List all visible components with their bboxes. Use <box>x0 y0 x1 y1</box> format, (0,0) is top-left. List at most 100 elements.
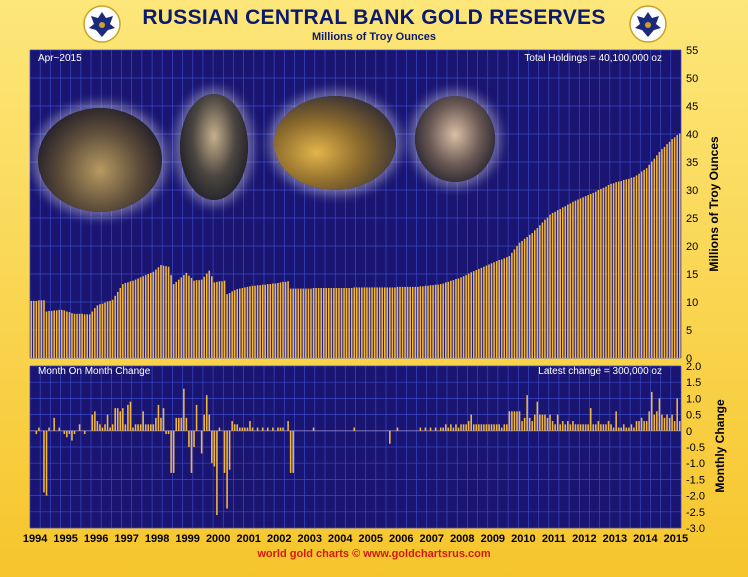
holdings-bar <box>185 272 188 358</box>
y-tick-label: 0 <box>686 353 692 365</box>
change-bar <box>645 421 648 431</box>
holdings-bar <box>394 287 396 358</box>
change-bar <box>152 424 155 431</box>
holdings-bar <box>239 288 241 358</box>
change-bar <box>625 427 628 431</box>
holdings-bar <box>63 310 66 358</box>
x-tick-label: 2007 <box>420 533 444 545</box>
change-bar <box>188 430 190 447</box>
photo-1 <box>38 108 162 212</box>
holdings-bar <box>83 314 86 358</box>
holdings-bar <box>66 311 68 358</box>
holdings-bar <box>650 161 653 358</box>
photo-3 <box>274 96 396 190</box>
change-bar <box>111 424 114 431</box>
change-bar <box>236 424 239 431</box>
change-bar <box>99 424 101 431</box>
change-bar <box>612 427 615 431</box>
holdings-bar <box>302 288 305 358</box>
change-bar <box>615 411 617 431</box>
holdings-bar <box>61 309 63 358</box>
holdings-bar <box>411 286 414 358</box>
holdings-bar <box>355 287 358 358</box>
holdings-bar <box>559 209 561 358</box>
x-tick-label: 2004 <box>328 533 353 545</box>
holdings-bar <box>81 313 83 358</box>
holdings-bar <box>638 173 640 358</box>
chart-subtitle: Millions of Troy Ounces <box>311 31 437 43</box>
holdings-bar <box>658 151 661 358</box>
change-bar <box>564 424 567 431</box>
holdings-bar <box>612 183 615 358</box>
y-tick-label: 40 <box>686 129 698 141</box>
holdings-bar <box>325 288 328 358</box>
change-bar <box>396 427 399 431</box>
x-tick-label: 2015 <box>664 533 688 545</box>
holdings-bar <box>389 287 391 358</box>
holdings-bar <box>648 164 650 358</box>
holdings-bar <box>386 287 389 358</box>
holdings-bar <box>172 284 175 358</box>
change-bar <box>457 427 460 431</box>
holdings-bar <box>462 276 465 358</box>
change-bar <box>94 411 96 431</box>
change-bar <box>506 424 508 431</box>
change-bar <box>211 430 213 464</box>
x-tick-label: 1995 <box>53 533 77 545</box>
change-bar <box>134 424 137 431</box>
change-bar <box>172 430 175 473</box>
change-bar <box>513 411 516 431</box>
holdings-bar <box>231 291 233 358</box>
y-tick-label: -1.0 <box>686 458 705 470</box>
change-bar <box>602 424 605 431</box>
change-bar <box>572 421 574 431</box>
holdings-bar <box>104 302 106 358</box>
x-tick-label: 1997 <box>114 533 138 545</box>
change-bar <box>389 430 391 444</box>
holdings-bar <box>467 273 470 358</box>
holdings-bar <box>294 288 297 358</box>
change-bar <box>213 430 216 467</box>
change-bar <box>480 424 483 431</box>
x-tick-label: 1999 <box>175 533 199 545</box>
holdings-bar <box>437 284 439 358</box>
change-bar <box>279 427 282 431</box>
holdings-bar <box>600 188 602 358</box>
holdings-bar <box>122 284 124 358</box>
change-bar <box>272 427 274 431</box>
holdings-bar <box>88 314 91 358</box>
holdings-bar <box>470 272 472 358</box>
holdings-bar <box>322 288 325 358</box>
change-bar <box>600 424 602 431</box>
holdings-bar <box>678 133 681 358</box>
holdings-bar <box>152 271 155 358</box>
y-tick-label: 2.0 <box>686 361 701 373</box>
change-bar <box>183 388 185 431</box>
change-bar <box>567 421 569 431</box>
holdings-bar <box>539 225 541 358</box>
change-bar <box>554 424 556 431</box>
holdings-bar <box>246 286 249 358</box>
holdings-bar <box>205 273 208 358</box>
holdings-bar <box>177 279 180 358</box>
holdings-bar <box>460 277 462 358</box>
holdings-bar <box>45 311 48 358</box>
holdings-bar <box>254 285 256 358</box>
holdings-bar <box>40 300 43 358</box>
holdings-bar <box>404 286 406 358</box>
y-tick-label: 1.0 <box>686 393 701 405</box>
change-bar <box>127 404 129 431</box>
change-bar <box>68 430 71 435</box>
change-bar <box>460 424 462 431</box>
change-bar <box>139 424 142 431</box>
y-tick-label: -3.0 <box>686 523 705 535</box>
holdings-bar <box>38 300 40 358</box>
change-bar <box>485 424 488 431</box>
change-bar <box>475 424 478 431</box>
y-axis-title: Millions of Troy Ounces <box>707 136 721 272</box>
change-bar <box>653 414 656 431</box>
holdings-bar <box>183 275 185 358</box>
holdings-bar <box>506 257 508 358</box>
holdings-bar <box>305 288 307 358</box>
change-bar <box>175 417 178 431</box>
